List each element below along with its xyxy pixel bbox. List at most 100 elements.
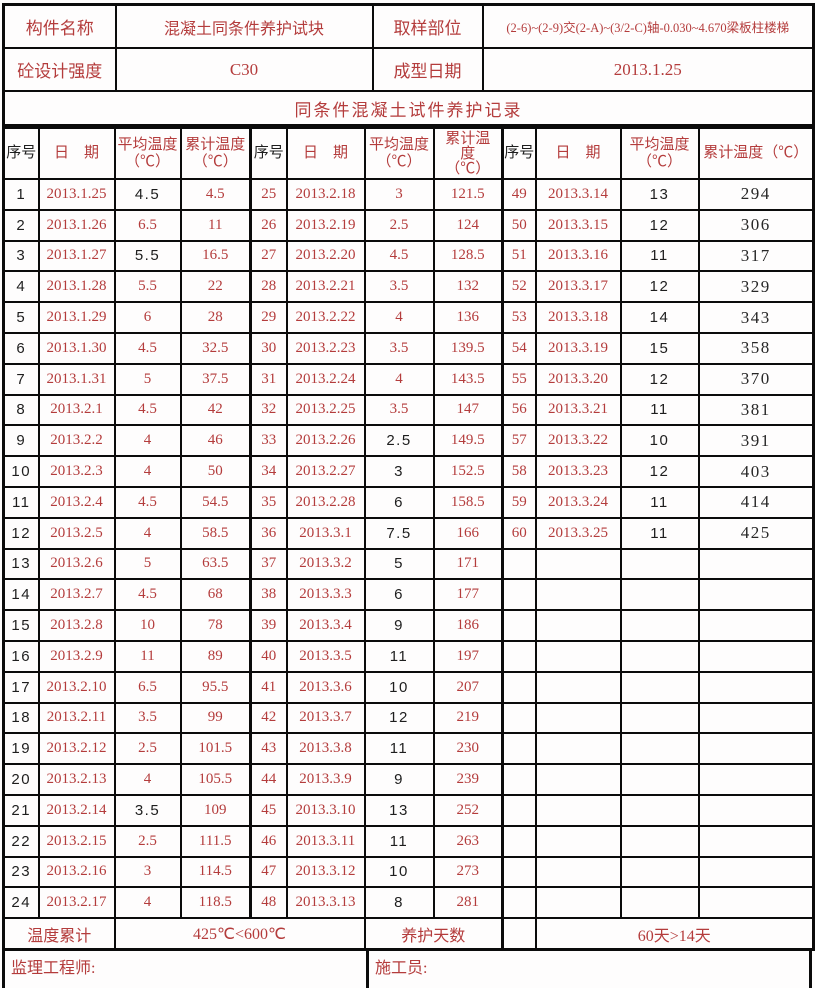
avg-temp-cell: 4: [113, 424, 182, 458]
strength-label: 砼设计强度: [2, 47, 117, 92]
date-cell: 2013.3.11: [285, 824, 366, 858]
cum-temp-cell: 197: [432, 639, 504, 673]
cum-temp-cell: 124: [432, 208, 504, 242]
table-header-row: 序号日 期平均温度 （℃） 累计温度 （℃） 序号日 期平均温度 （℃） 累计温度（℃） 序号…: [2, 126, 815, 180]
avg-temp-cell: [619, 793, 700, 827]
avg-temp-cell: [619, 547, 700, 581]
header-cum-temp: 累计温度（℃）: [432, 126, 504, 180]
avg-temp-cell: 3.5: [113, 793, 182, 827]
avg-temp-cell: [619, 886, 700, 920]
strength-value: C30: [114, 47, 374, 92]
avg-temp-cell: 2.5: [113, 732, 182, 766]
header-date: 日 期: [285, 126, 366, 180]
avg-temp-cell: [619, 639, 700, 673]
seq-cell: 2: [2, 208, 40, 242]
date-cell: 2013.2.22: [285, 301, 366, 334]
cum-temp-cell: [697, 886, 815, 920]
date-cell: 2013.2.14: [37, 793, 116, 827]
date-cell: [534, 886, 622, 920]
avg-temp-cell: 11: [619, 393, 700, 427]
avg-temp-cell: 6: [363, 578, 435, 612]
seq-cell: 20: [2, 763, 40, 796]
seq-cell: [501, 732, 537, 766]
date-cell: [534, 793, 622, 827]
table-row: 1 2013.1.25 4.5 4.5 25 2013.2.18 3 121.5 49 2013.…: [2, 178, 815, 211]
avg-temp-cell: [619, 701, 700, 735]
table-row: 21 2013.2.14 3.5 109 45 2013.3.10 13 252: [2, 793, 815, 827]
avg-temp-cell: 8: [363, 886, 435, 920]
seq-cell: 8: [2, 393, 40, 427]
avg-temp-cell: [619, 578, 700, 612]
seq-cell: 13: [2, 547, 40, 581]
seq-cell: 37: [249, 547, 288, 581]
cum-temp-cell: 22: [179, 270, 252, 304]
cum-temp-cell: [697, 763, 815, 796]
date-cell: 2013.2.2: [37, 424, 116, 458]
table-row: 4 2013.1.28 5.5 22 28 2013.2.21 3.5 132 52 2013.3…: [2, 270, 815, 304]
cum-temp-cell: 143.5: [432, 362, 504, 396]
avg-temp-cell: 2.5: [363, 208, 435, 242]
avg-temp-cell: 12: [619, 208, 700, 242]
date-cell: 2013.1.31: [37, 362, 116, 396]
date-cell: 2013.3.9: [285, 763, 366, 796]
cum-temp-cell: 263: [432, 824, 504, 858]
seq-cell: 28: [249, 270, 288, 304]
cum-temp-cell: 177: [432, 578, 504, 612]
avg-temp-cell: 9: [363, 763, 435, 796]
date-cell: [534, 670, 622, 704]
avg-temp-cell: 3.5: [113, 701, 182, 735]
date-cell: 2013.2.16: [37, 855, 116, 889]
seq-cell: 53: [501, 301, 537, 334]
seq-cell: 44: [249, 763, 288, 796]
seq-cell: 43: [249, 732, 288, 766]
date-cell: 2013.3.15: [534, 208, 622, 242]
avg-temp-cell: 10: [363, 670, 435, 704]
date-cell: 2013.3.6: [285, 670, 366, 704]
seq-cell: 12: [2, 516, 40, 550]
seq-cell: 1: [2, 178, 40, 211]
seq-cell: 24: [2, 886, 40, 920]
cum-temp-cell: 158.5: [432, 485, 504, 519]
molding-date-value: 2013.1.25: [481, 47, 815, 92]
table-row: 16 2013.2.9 11 89 40 2013.3.5 11 197: [2, 639, 815, 673]
avg-temp-cell: 10: [113, 609, 182, 642]
cum-temp-cell: 28: [179, 301, 252, 334]
seq-cell: [501, 609, 537, 642]
sampling-location-label: 取样部位: [371, 3, 484, 49]
seq-cell: 38: [249, 578, 288, 612]
cum-temp-cell: [697, 547, 815, 581]
cum-temp-cell: 186: [432, 609, 504, 642]
avg-temp-cell: [619, 763, 700, 796]
component-name-label: 构件名称: [2, 3, 117, 49]
avg-temp-cell: 11: [363, 639, 435, 673]
cum-temp-cell: [697, 732, 815, 766]
date-cell: [534, 609, 622, 642]
seq-cell: 21: [2, 793, 40, 827]
avg-temp-cell: 3: [113, 855, 182, 889]
cum-temp-cell: 111.5: [179, 824, 252, 858]
seq-cell: 56: [501, 393, 537, 427]
cum-temp-cell: 118.5: [179, 886, 252, 920]
seq-cell: 48: [249, 886, 288, 920]
seq-cell: 42: [249, 701, 288, 735]
header-cum-temp: 累计温度（℃）: [179, 126, 252, 180]
cum-temp-cell: 37.5: [179, 362, 252, 396]
seq-cell: 60: [501, 516, 537, 550]
header-avg-temp: 平均温度 （℃）: [363, 126, 435, 180]
date-cell: 2013.3.23: [534, 455, 622, 488]
component-name-value: 混凝土同条件养护试块: [114, 3, 374, 49]
cum-temp-cell: 403: [697, 455, 815, 488]
sampling-location-value: (2-6)~(2-9)交(2-A)~(3/2-C)轴-0.030~4.670梁板…: [481, 3, 815, 49]
avg-temp-cell: 5.5: [113, 270, 182, 304]
date-cell: [534, 701, 622, 735]
date-cell: 2013.1.25: [37, 178, 116, 211]
table-row: 17 2013.2.10 6.5 95.5 41 2013.3.6 10 207: [2, 670, 815, 704]
date-cell: 2013.1.28: [37, 270, 116, 304]
date-cell: 2013.2.27: [285, 455, 366, 488]
date-cell: 2013.3.7: [285, 701, 366, 735]
header-seq: 序号: [2, 126, 40, 180]
cum-temp-cell: 147: [432, 393, 504, 427]
avg-temp-cell: 5.5: [113, 239, 182, 273]
date-cell: 2013.3.3: [285, 578, 366, 612]
avg-temp-cell: [619, 824, 700, 858]
